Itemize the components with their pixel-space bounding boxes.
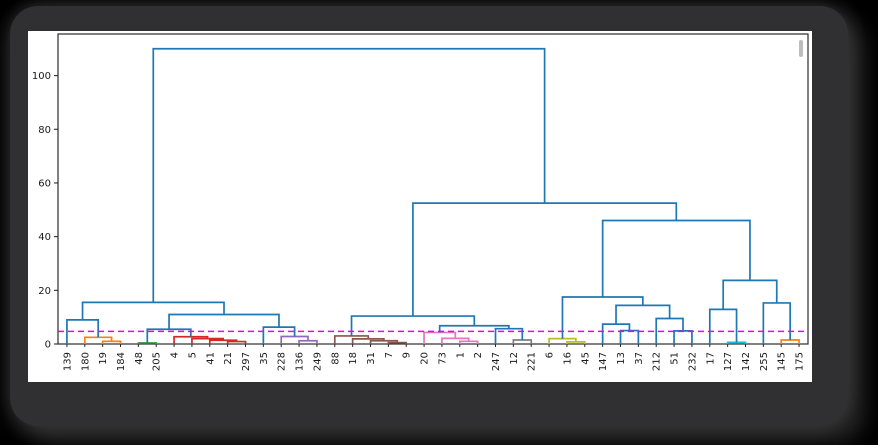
y-tick-label: 20 (38, 286, 51, 297)
dendrogram-link (512, 339, 533, 344)
leaf-label: 51 (670, 352, 681, 365)
dendrogram-link (262, 326, 296, 344)
leaf-label: 9 (402, 352, 413, 358)
leaf-label: 21 (223, 352, 234, 365)
leaf-label: 31 (366, 352, 377, 365)
leaf-label: 20 (420, 352, 431, 365)
dendrogram-link (81, 301, 225, 320)
dendrogram-link (762, 302, 791, 344)
window-frame: 0 20 40 60 80 100 139 180 19 184 48 205 4 5 41 21 297 35 2… (10, 6, 848, 426)
dendrogram-link (168, 313, 280, 330)
y-tick-label: 80 (38, 125, 51, 136)
dendrogram-link (152, 47, 546, 303)
leaf-label: 127 (723, 352, 734, 371)
dendrogram-link (722, 279, 778, 310)
leaf-label: 180 (80, 352, 91, 371)
leaf-label: 7 (384, 352, 395, 358)
dendrogram-link (191, 337, 225, 344)
leaf-label: 247 (491, 352, 502, 371)
leaf-label: 18 (348, 352, 359, 365)
leaf-label: 4 (170, 352, 181, 358)
leaf-label: 228 (277, 352, 288, 371)
leaf-label: 136 (295, 352, 306, 371)
leaf-label: 205 (152, 352, 163, 371)
dendrogram-link (412, 202, 678, 317)
leaf-label: 221 (527, 352, 538, 371)
leaf-label: 2 (473, 352, 484, 358)
figure-panel: 0 20 40 60 80 100 139 180 19 184 48 205 4 5 41 21 297 35 2… (28, 31, 812, 382)
dendrogram-link (333, 335, 370, 344)
y-tick-label: 60 (38, 178, 51, 189)
dendrogram-link (726, 341, 747, 344)
dendrogram-link (438, 324, 510, 333)
leaf-label: 19 (98, 352, 109, 365)
axes-frame (57, 33, 809, 345)
leaf-label: 175 (795, 352, 806, 371)
leaf-label: 212 (652, 352, 663, 371)
leaf-label: 147 (598, 352, 609, 371)
dendrogram-link (619, 329, 640, 344)
dendrogram-link (423, 331, 457, 344)
leaf-label: 249 (312, 352, 323, 371)
leaf-label: 35 (259, 352, 270, 365)
leaf-label: 297 (241, 352, 252, 371)
leaf-label: 255 (759, 352, 770, 371)
y-tick-label: 0 (45, 340, 51, 351)
leaf-label: 6 (545, 352, 556, 358)
dendrogram-link (780, 339, 800, 344)
dendrogram-link (566, 341, 586, 344)
leaf-label: 5 (187, 352, 198, 358)
leaf-label: 1 (455, 352, 466, 358)
dendrogram-link (708, 308, 738, 344)
leaf-label: 37 (634, 352, 645, 365)
leaf-label: 45 (580, 352, 591, 365)
leaf-label: 139 (62, 352, 73, 371)
leaf-label: 17 (705, 352, 716, 365)
dendrogram-link (615, 304, 671, 325)
leaf-label: 73 (437, 352, 448, 365)
leaf-label: 12 (509, 352, 520, 365)
scrollbar-thumb[interactable] (799, 40, 803, 57)
leaf-label: 41 (205, 352, 216, 365)
leaf-label: 145 (777, 352, 788, 371)
dendrogram-link (601, 219, 751, 298)
leaf-label: 16 (562, 352, 573, 365)
dendrogram-link (601, 323, 631, 344)
leaf-label: 88 (330, 352, 341, 365)
dendrogram-link (280, 335, 309, 344)
y-tick-label: 40 (38, 232, 51, 243)
leaf-label: 142 (741, 352, 752, 371)
leaf-label: 48 (134, 352, 145, 365)
dendrogram-link (673, 329, 693, 344)
leaf-label: 13 (616, 352, 627, 365)
dendrogram-link (350, 315, 476, 336)
y-tick-label: 100 (32, 71, 51, 82)
leaf-label: 184 (116, 352, 127, 371)
dendrogram-link (441, 337, 470, 344)
leaf-label: 232 (687, 352, 698, 371)
